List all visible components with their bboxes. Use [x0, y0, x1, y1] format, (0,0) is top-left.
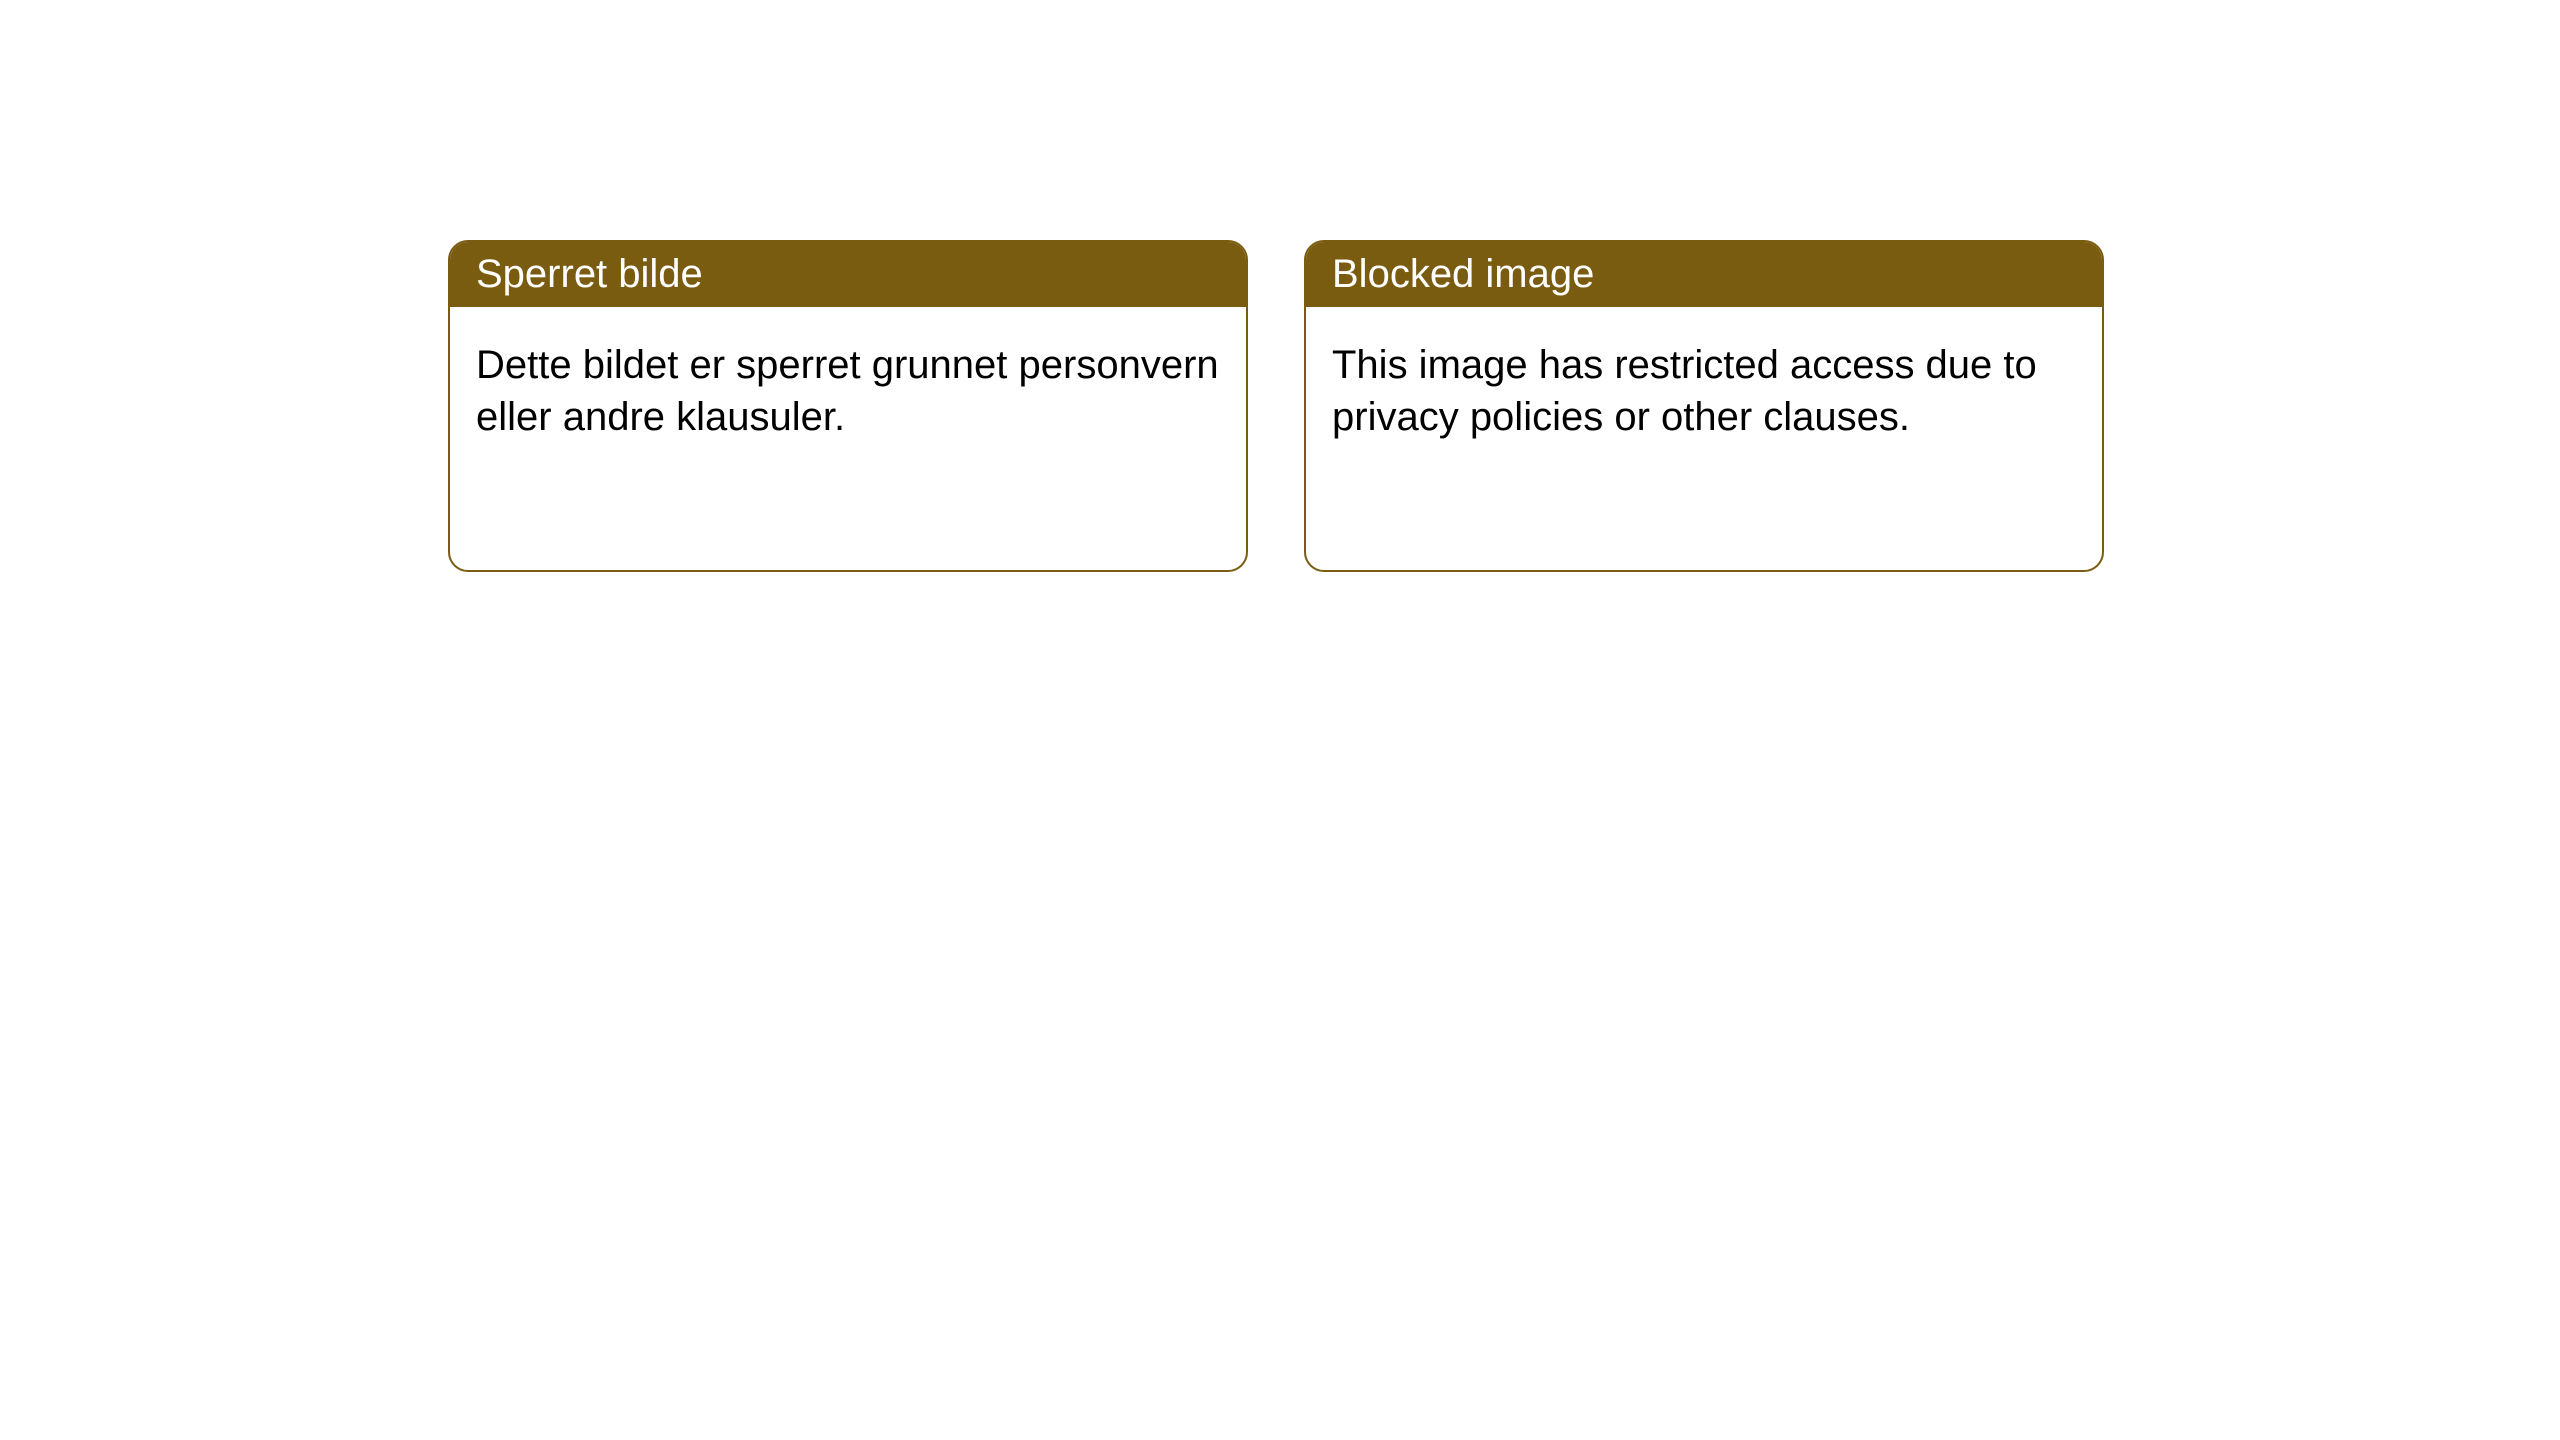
blocked-image-card-en: Blocked image This image has restricted … — [1304, 240, 2104, 572]
card-header-en: Blocked image — [1306, 242, 2102, 307]
card-header-no: Sperret bilde — [450, 242, 1246, 307]
notice-container: Sperret bilde Dette bildet er sperret gr… — [0, 0, 2560, 572]
card-body-no: Dette bildet er sperret grunnet personve… — [450, 307, 1246, 475]
card-body-en: This image has restricted access due to … — [1306, 307, 2102, 475]
blocked-image-card-no: Sperret bilde Dette bildet er sperret gr… — [448, 240, 1248, 572]
